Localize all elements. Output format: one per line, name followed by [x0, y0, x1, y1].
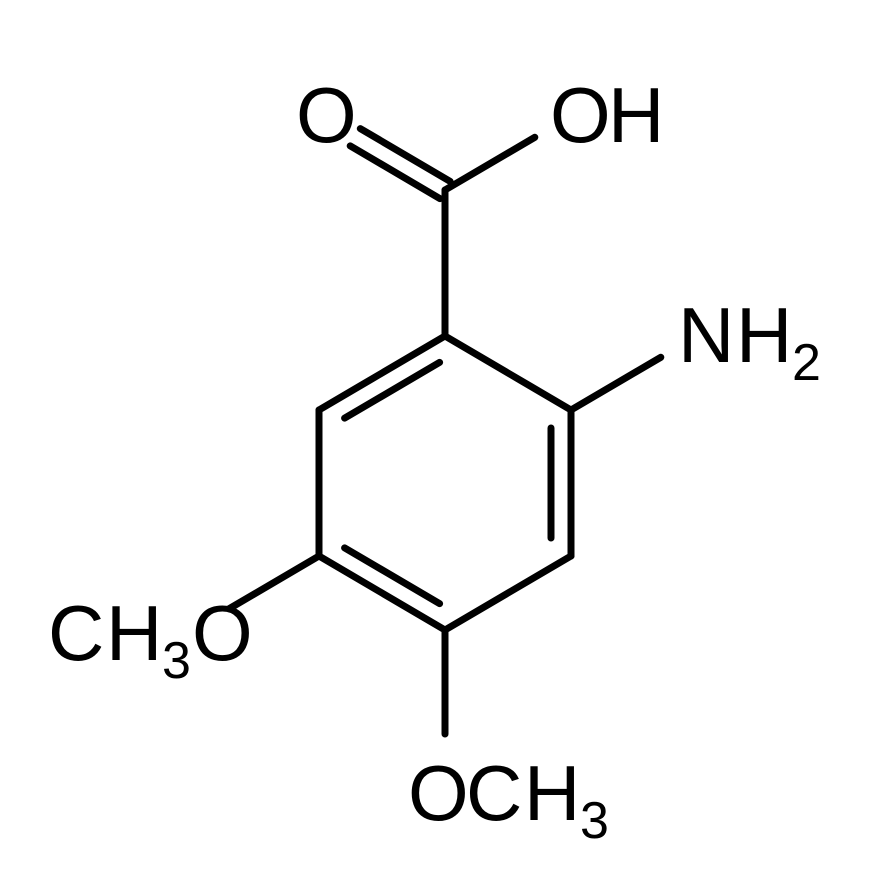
bond-line	[571, 357, 661, 410]
atom-label: 3	[580, 792, 609, 850]
bond-line	[360, 129, 450, 182]
bond-line	[445, 336, 571, 410]
bond-line	[445, 137, 535, 190]
atom-label: O	[550, 71, 611, 159]
atom-label: C	[48, 589, 104, 677]
atom-label: H	[106, 589, 162, 677]
atom-label: O	[296, 71, 357, 159]
atom-label: O	[192, 589, 253, 677]
atom-label: H	[736, 291, 792, 379]
atom-label: 2	[792, 334, 821, 392]
atom-label: C	[466, 749, 522, 837]
bond-line	[350, 146, 440, 199]
atom-label: N	[678, 291, 734, 379]
atom-label: H	[608, 71, 664, 159]
atom-label: 3	[162, 632, 191, 690]
atom-label: O	[408, 749, 469, 837]
chemical-structure-diagram: OOHNH2OCH3CH3O	[0, 0, 890, 890]
atom-label: H	[524, 749, 580, 837]
bond-line	[445, 556, 571, 630]
